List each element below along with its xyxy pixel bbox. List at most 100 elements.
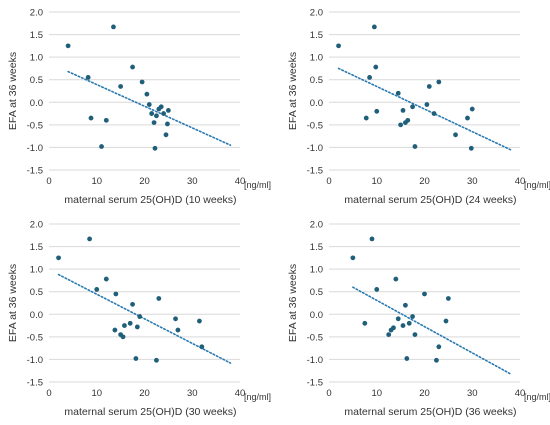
x-tick-label: 0 — [46, 388, 51, 399]
y-axis-title: EFA at 36 weeks — [7, 52, 19, 130]
y-tick-label: -1.0 — [27, 143, 43, 154]
x-tick-label: 30 — [187, 176, 198, 187]
y-tick-label: 0.5 — [30, 287, 43, 298]
data-point — [363, 115, 369, 121]
data-point — [362, 320, 368, 326]
x-tick-label: 30 — [467, 176, 478, 187]
data-point — [391, 325, 396, 331]
data-point — [395, 90, 401, 96]
data-point — [465, 115, 470, 121]
x-tick-label: 30 — [467, 388, 478, 399]
data-point — [165, 108, 171, 113]
x-tick-label: 40 — [235, 388, 246, 399]
data-point — [127, 320, 133, 326]
data-point — [130, 64, 135, 70]
data-point — [85, 75, 91, 80]
data-point — [400, 323, 406, 328]
data-point — [410, 104, 415, 110]
data-point — [374, 108, 380, 114]
y-tick-label: 1.5 — [310, 242, 323, 253]
data-point — [94, 287, 100, 292]
data-point — [469, 106, 475, 112]
y-tick-label: 1.0 — [30, 265, 43, 276]
data-point — [336, 43, 341, 49]
data-point — [111, 24, 116, 30]
y-tick-label: 0.5 — [310, 75, 323, 86]
data-point — [149, 111, 155, 116]
data-point — [112, 327, 118, 333]
data-point — [165, 121, 170, 127]
data-point — [156, 296, 162, 301]
x-tick-label: 0 — [326, 388, 331, 399]
x-tick-label: 20 — [419, 176, 430, 187]
data-point — [113, 291, 119, 297]
data-point — [133, 356, 139, 361]
data-point — [422, 291, 427, 297]
y-tick-label: -1.0 — [307, 143, 323, 154]
y-tick-label: 0.0 — [30, 310, 43, 321]
data-point — [173, 316, 178, 322]
x-tick-label: 10 — [91, 388, 102, 399]
data-point — [404, 356, 410, 361]
data-point — [120, 334, 126, 340]
x-tick-label: 30 — [187, 388, 198, 399]
data-point — [65, 43, 71, 49]
data-point — [146, 102, 152, 107]
data-point — [445, 296, 451, 301]
data-point — [151, 120, 157, 125]
data-point — [197, 318, 202, 324]
y-tick-label: -1.5 — [27, 166, 43, 177]
y-tick-label: 1.5 — [30, 30, 43, 41]
x-unit-label: [ng/ml] — [524, 392, 550, 402]
data-point — [373, 64, 379, 70]
data-point — [122, 323, 127, 328]
chart-panel-2: 2.0 1.5 1.0 0.5 0.0 -0.5 -1.0 -1.50 10 20 30 40[ng/… — [287, 8, 550, 207]
data-point — [103, 276, 109, 282]
data-point — [158, 104, 164, 110]
y-tick-label: -1.5 — [307, 378, 323, 389]
data-point — [393, 276, 399, 282]
y-tick-label: 1.5 — [310, 30, 323, 41]
data-point — [386, 332, 392, 337]
x-tick-label: 40 — [515, 176, 526, 187]
data-point — [371, 24, 377, 30]
data-point — [410, 314, 415, 319]
data-point — [395, 316, 401, 322]
y-tick-label: -0.5 — [307, 120, 323, 131]
y-axis-title: EFA at 36 weeks — [287, 264, 299, 342]
data-point — [350, 255, 356, 261]
data-point — [199, 344, 205, 350]
trendline — [67, 70, 232, 146]
x-axis-title: maternal serum 25(OH)D (36 weeks) — [344, 406, 516, 418]
y-tick-label: 1.0 — [310, 53, 323, 64]
y-tick-label: -1.5 — [27, 378, 43, 389]
x-tick-label: 20 — [139, 176, 150, 187]
chart-panel-4: 2.0 1.5 1.0 0.5 0.0 -0.5 -1.0 -1.50 10 20 30 40[ng/… — [287, 220, 550, 419]
data-point — [398, 122, 404, 128]
x-tick-label: 20 — [139, 388, 150, 399]
x-tick-label: 10 — [91, 176, 102, 187]
y-tick-label: 1.5 — [30, 242, 43, 253]
x-tick-label: 0 — [326, 176, 331, 187]
data-point — [118, 84, 124, 89]
y-tick-label: 1.0 — [310, 265, 323, 276]
data-point — [175, 327, 181, 333]
x-axis-title: maternal serum 25(OH)D (30 weeks) — [64, 406, 236, 418]
y-tick-label: 2.0 — [30, 8, 43, 19]
x-tick-label: 20 — [419, 388, 430, 399]
data-point — [163, 132, 169, 138]
x-unit-label: [ng/ml] — [524, 180, 550, 190]
data-point — [130, 301, 135, 307]
data-point — [426, 84, 432, 89]
y-axis-title: EFA at 36 weeks — [7, 264, 19, 342]
x-axis-title: maternal serum 25(OH)D (24 weeks) — [344, 194, 516, 206]
data-point — [134, 324, 140, 330]
trendline — [57, 273, 232, 364]
y-tick-label: 0.0 — [310, 310, 323, 321]
y-tick-label: -0.5 — [27, 120, 43, 131]
data-point — [144, 91, 150, 97]
data-point — [400, 108, 406, 113]
data-point — [431, 111, 437, 116]
y-tick-label: 2.0 — [310, 8, 323, 19]
